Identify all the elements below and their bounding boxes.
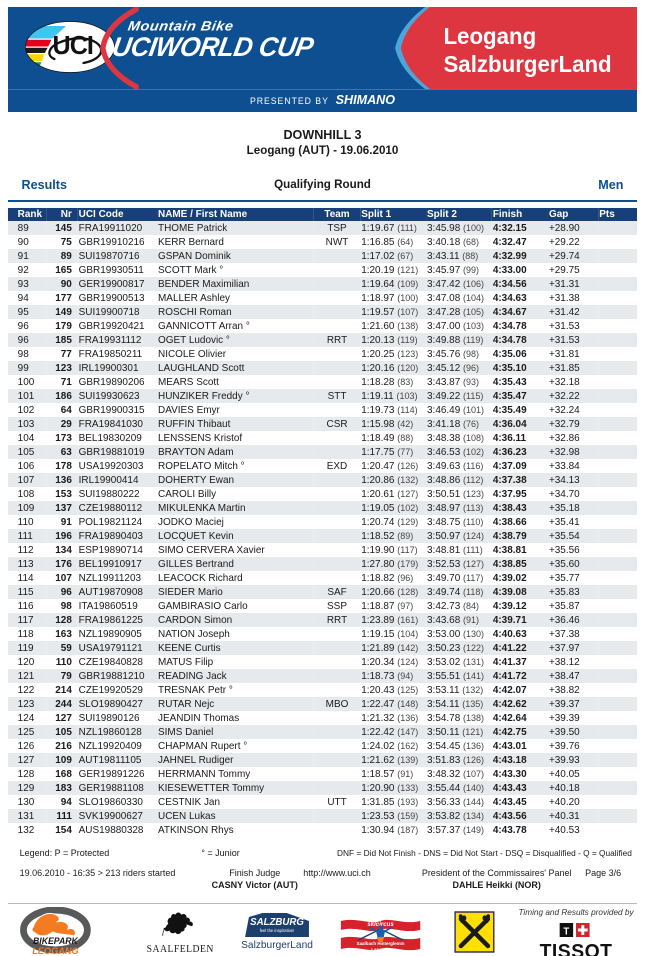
svg-text:BIKEPARK: BIKEPARK: [33, 936, 78, 946]
svg-text:UCI: UCI: [53, 32, 93, 60]
svg-text:feel the inspiration!: feel the inspiration!: [260, 928, 295, 933]
svg-text:SALZBURG: SALZBURG: [250, 917, 304, 928]
svg-text:Leogang: Leogang: [371, 947, 390, 952]
svg-text:LEOGANG: LEOGANG: [32, 946, 78, 956]
svg-text:T: T: [563, 927, 569, 938]
